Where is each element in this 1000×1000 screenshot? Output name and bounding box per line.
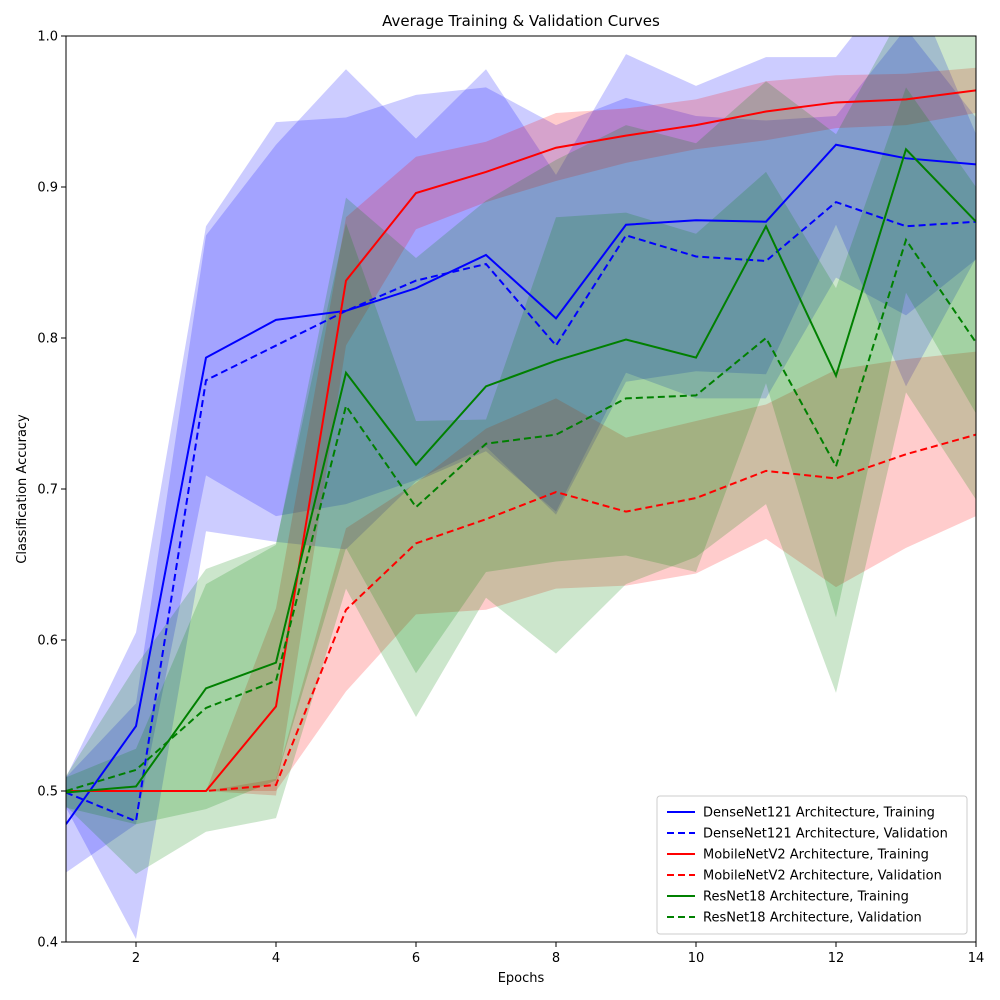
legend-label: MobileNetV2 Architecture, Validation	[703, 869, 942, 884]
band-resnet18-architecture-training	[66, 36, 976, 825]
line-resnet18-architecture-validation	[66, 237, 976, 792]
x-axis-ticks: 2 4 6 8 10 12 14	[132, 942, 984, 966]
line-mobilenetv2-architecture-validation	[66, 433, 976, 792]
line-densenet121-architecture-training	[66, 143, 976, 825]
x-tick-label: 6	[412, 951, 420, 966]
y-tick-label: 0.7	[37, 483, 58, 498]
y-tick-label: 0.6	[37, 634, 58, 649]
y-axis-label: Classification Accuracy	[15, 414, 30, 564]
x-tick-label: 14	[968, 951, 985, 966]
y-tick-label: 1.0	[37, 30, 58, 45]
line-densenet121-architecture-validation	[66, 200, 976, 823]
legend-label: ResNet18 Architecture, Validation	[703, 911, 922, 926]
legend-label: DenseNet121 Architecture, Validation	[703, 827, 948, 842]
x-axis-label: Epochs	[498, 971, 545, 986]
line-mobilenetv2-architecture-training	[66, 89, 976, 792]
line-resnet18-architecture-training	[66, 147, 976, 794]
y-tick-label: 0.8	[37, 332, 58, 347]
x-tick-label: 2	[132, 951, 140, 966]
x-tick-label: 4	[272, 951, 280, 966]
band-densenet121-architecture-training	[66, 36, 976, 873]
band-densenet121-architecture-validation	[66, 36, 976, 939]
band-resnet18-architecture-validation	[66, 87, 976, 875]
confidence-bands	[66, 36, 976, 939]
legend-box	[656, 795, 968, 935]
legend-label: ResNet18 Architecture, Training	[703, 890, 909, 905]
legend-label: DenseNet121 Architecture, Training	[703, 806, 935, 821]
x-tick-label: 10	[688, 951, 705, 966]
y-axis-ticks: 0.4 0.5 0.6 0.7 0.8 0.9 1.0	[37, 30, 66, 951]
legend-label: MobileNetV2 Architecture, Training	[703, 848, 929, 863]
y-tick-label: 0.4	[37, 936, 58, 951]
x-tick-label: 12	[828, 951, 845, 966]
legend: DenseNet121 Architecture, Training DenseN…	[656, 795, 968, 935]
series-lines	[66, 89, 976, 825]
band-mobilenetv2-architecture-validation	[66, 351, 976, 791]
y-tick-label: 0.9	[37, 181, 58, 196]
y-tick-label: 0.5	[37, 785, 58, 800]
x-tick-label: 8	[552, 951, 560, 966]
chart-title: Average Training & Validation Curves	[382, 12, 660, 30]
